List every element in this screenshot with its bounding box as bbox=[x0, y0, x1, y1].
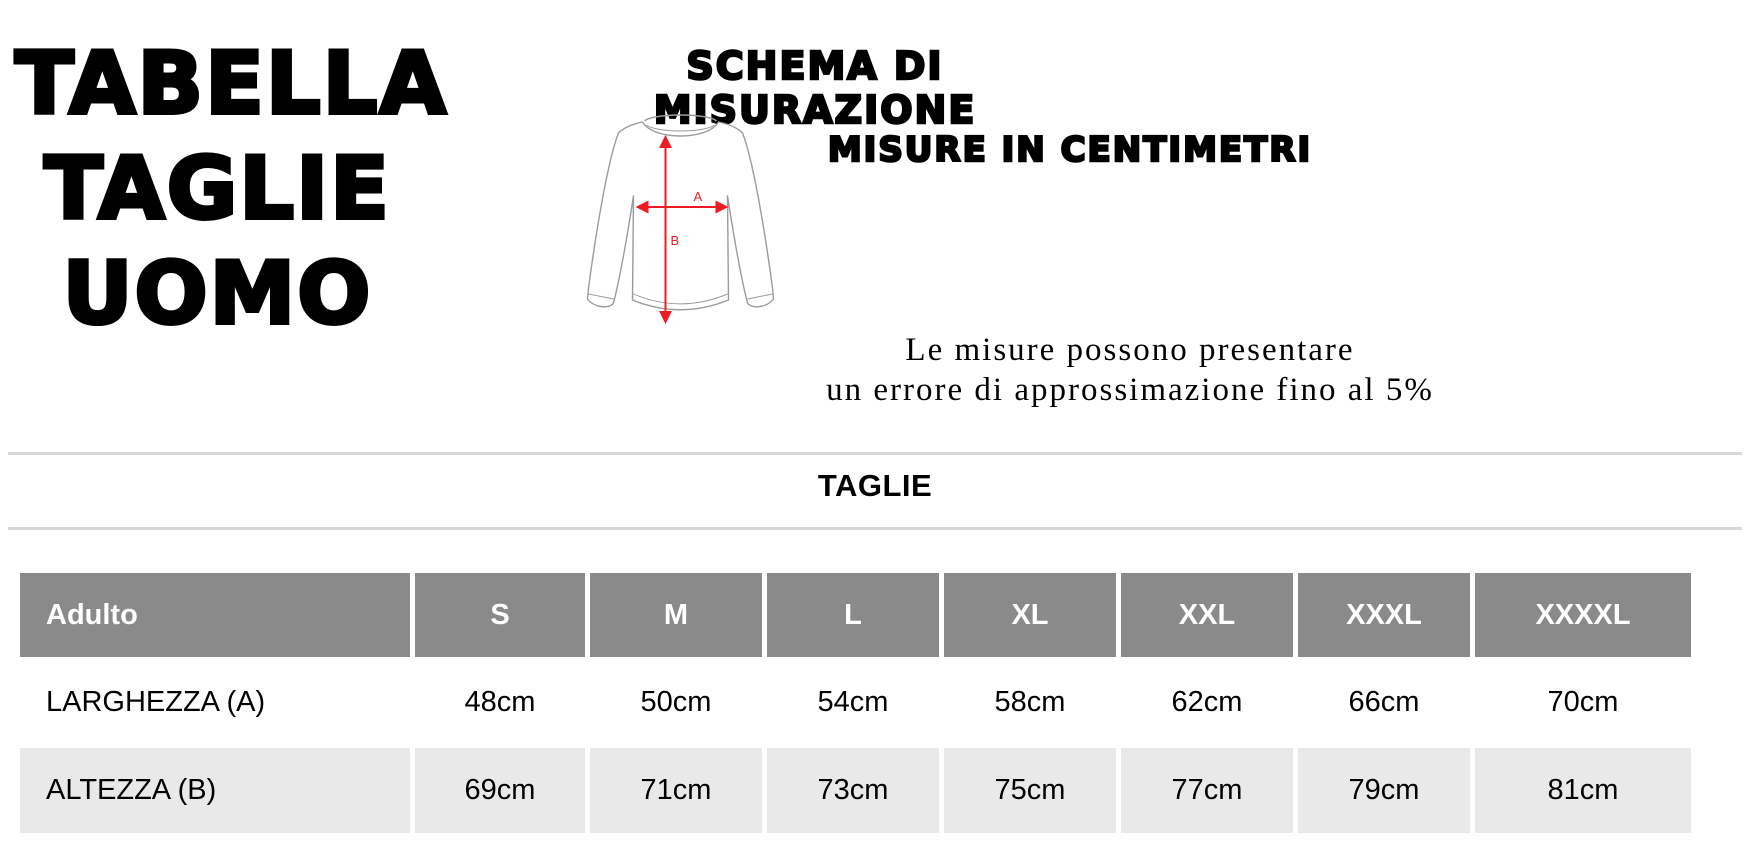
height-arrow-label: B bbox=[671, 233, 680, 248]
size-table-header-s: S bbox=[415, 573, 585, 657]
divider-bottom bbox=[8, 527, 1742, 530]
size-table-header-adulto: Adulto bbox=[20, 573, 410, 657]
units-heading: MISURE IN CENTIMETRI bbox=[827, 129, 1313, 172]
divider-top bbox=[8, 452, 1742, 455]
table-row-label-larghezza: LARGHEZZA (A) bbox=[20, 657, 410, 748]
altezza-value-m: 71cm bbox=[590, 748, 762, 833]
larghezza-value-s: 48cm bbox=[415, 657, 585, 748]
larghezza-value-xl: 58cm bbox=[944, 657, 1116, 748]
size-table-header-xxxxl: XXXXL bbox=[1475, 573, 1691, 657]
larghezza-value-m: 50cm bbox=[590, 657, 762, 748]
page-title-line-1: TABELLA bbox=[13, 32, 448, 136]
altezza-value-xxl: 77cm bbox=[1121, 748, 1293, 833]
larghezza-value-xxxl: 66cm bbox=[1298, 657, 1470, 748]
altezza-value-l: 73cm bbox=[767, 748, 939, 833]
larghezza-value-xxl: 62cm bbox=[1121, 657, 1293, 748]
altezza-value-s: 69cm bbox=[415, 748, 585, 833]
shirt-left-cuff-line bbox=[588, 293, 614, 300]
shirt-collar-path bbox=[644, 114, 717, 122]
shirt-measurement-diagram: A B bbox=[578, 110, 783, 338]
tolerance-note-line-1: Le misure possono presentare bbox=[905, 332, 1355, 368]
size-table: Adulto S M L XL XXL XXXL XXXXL LARGHEZZA… bbox=[20, 573, 1691, 833]
size-table-header-xxxl: XXXL bbox=[1298, 573, 1470, 657]
altezza-value-xl: 75cm bbox=[944, 748, 1116, 833]
shirt-illustration: A B bbox=[586, 114, 775, 324]
page-title-line-3: UOMO bbox=[61, 242, 373, 346]
width-arrow-label: A bbox=[694, 189, 703, 204]
sizes-section-heading: TAGLIE bbox=[817, 468, 933, 503]
size-table-header-xxl: XXL bbox=[1121, 573, 1293, 657]
page-title-line-2: TAGLIE bbox=[42, 137, 391, 241]
altezza-value-xxxl: 79cm bbox=[1298, 748, 1470, 833]
shirt-outline-path bbox=[586, 121, 775, 311]
larghezza-value-xxxxl: 70cm bbox=[1475, 657, 1691, 748]
size-table-header-xl: XL bbox=[944, 573, 1116, 657]
size-table-header-l: L bbox=[767, 573, 939, 657]
page-title: TABELLA TAGLIE UOMO bbox=[13, 32, 448, 347]
tolerance-note: Le misure possono presentare un errore d… bbox=[735, 330, 1525, 410]
altezza-value-xxxxl: 81cm bbox=[1475, 748, 1691, 833]
measurement-scheme-heading: SCHEMA DI MISURAZIONE bbox=[652, 43, 977, 134]
shirt-hem-line bbox=[633, 293, 728, 305]
shirt-collar-rib-path bbox=[646, 124, 715, 132]
size-table-header-m: M bbox=[590, 573, 762, 657]
tolerance-note-line-2: un errore di approssimazione fino al 5% bbox=[826, 372, 1434, 408]
table-row-label-altezza: ALTEZZA (B) bbox=[20, 748, 410, 833]
larghezza-value-l: 54cm bbox=[767, 657, 939, 748]
shirt-right-cuff-line bbox=[747, 293, 773, 300]
